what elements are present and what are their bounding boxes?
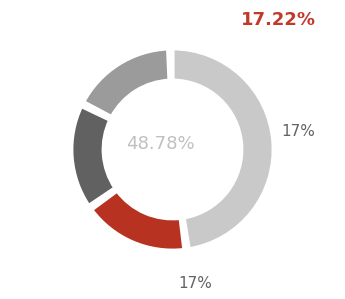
Wedge shape <box>71 106 116 206</box>
Text: 17.22%: 17.22% <box>241 11 316 29</box>
Text: 17%: 17% <box>282 124 316 139</box>
Text: 17%: 17% <box>178 276 212 291</box>
Wedge shape <box>172 48 274 249</box>
Wedge shape <box>83 48 169 117</box>
Wedge shape <box>91 190 185 251</box>
Text: 48.78%: 48.78% <box>126 135 195 153</box>
